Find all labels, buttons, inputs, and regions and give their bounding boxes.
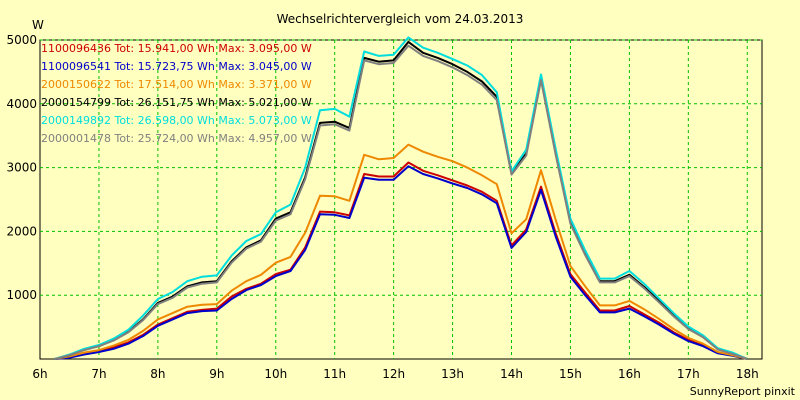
series-lines <box>54 36 748 360</box>
x-tick-label: 15h <box>559 367 582 381</box>
y-tick-label: 4000 <box>6 97 37 111</box>
y-tick-labels: 1000 2000 3000 4000 5000 <box>6 33 37 302</box>
series-line-2 <box>54 165 748 360</box>
grid <box>40 39 762 359</box>
y-tick-label: 2000 <box>6 224 37 238</box>
x-tick-label: 17h <box>677 367 700 381</box>
x-tick-label: 10h <box>264 367 287 381</box>
footer-credit: SunnyReport pinxit <box>690 385 796 398</box>
x-tick-label: 14h <box>500 367 523 381</box>
legend-entry: 1100096541 Tot: 15.723,75 Wh Max: 3.045,… <box>41 60 312 73</box>
x-tick-label: 9h <box>209 367 224 381</box>
y-tick-label: 1000 <box>6 288 37 302</box>
x-tick-label: 18h <box>736 367 759 381</box>
series-line-6 <box>54 44 748 360</box>
x-tick-label: 6h <box>32 367 47 381</box>
legend-entry: 2000154799 Tot: 26.151,75 Wh Max: 5.021,… <box>41 96 312 109</box>
legend-entry: 1100096436 Tot: 15.941,00 Wh Max: 3.095,… <box>41 42 312 55</box>
x-tick-label: 7h <box>91 367 106 381</box>
legend-entry: 2000001478 Tot: 25.724,00 Wh Max: 4.957,… <box>41 132 312 145</box>
series-line-3 <box>54 143 748 360</box>
y-axis-label: W <box>32 18 44 32</box>
x-tick-labels: 6h 7h 8h 9h 10h 11h 12h 13h 14h 15h 16h 17h 18h <box>32 367 758 381</box>
legend-entry: 2000150622 Tot: 17.514,00 Wh Max: 3.371,… <box>41 78 312 91</box>
series-line-5 <box>54 36 748 360</box>
plot-area <box>39 39 763 360</box>
legend: 1100096436 Tot: 15.941,00 Wh Max: 3.095,… <box>41 42 312 145</box>
y-tick-label: 3000 <box>6 161 37 175</box>
legend-entry: 2000149892 Tot: 26.598,00 Wh Max: 5.073,… <box>41 114 312 127</box>
x-tick-label: 13h <box>441 367 464 381</box>
series-line-4 <box>54 40 748 360</box>
x-tick-label: 11h <box>323 367 346 381</box>
x-tick-label: 8h <box>150 367 165 381</box>
chart-title: Wechselrichtervergleich vom 24.03.2013 <box>277 12 524 26</box>
y-tick-label: 5000 <box>6 33 37 47</box>
x-tick-label: 16h <box>618 367 641 381</box>
series-line-1 <box>54 161 748 360</box>
x-tick-label: 12h <box>382 367 405 381</box>
